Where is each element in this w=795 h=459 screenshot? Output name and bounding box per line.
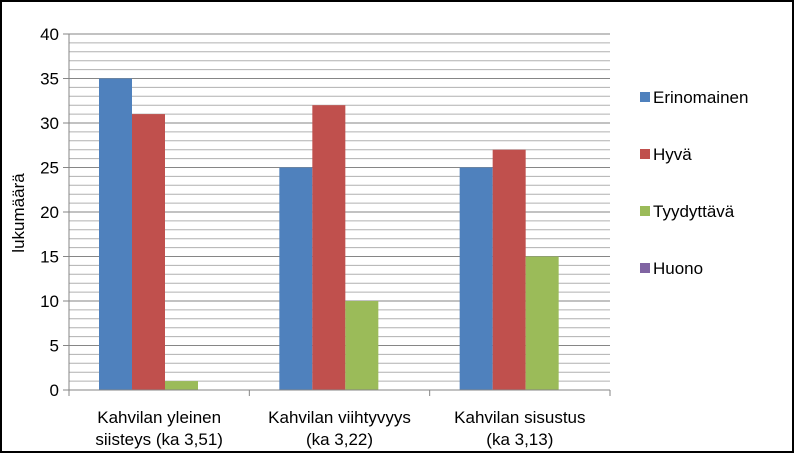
legend-swatch <box>640 263 650 273</box>
y-tick-label: 40 <box>40 25 59 44</box>
legend: Erinomainen Hyvä Tyydyttävä Huono <box>640 88 748 278</box>
y-tick-label: 30 <box>40 114 59 133</box>
bar <box>99 78 132 390</box>
bar <box>492 149 526 390</box>
bar <box>132 114 165 390</box>
y-tick-label: 10 <box>40 292 59 311</box>
bar <box>345 301 379 390</box>
bar <box>525 256 559 390</box>
y-tick-label: 25 <box>40 159 59 178</box>
y-tick-label: 35 <box>40 70 59 89</box>
x-tick-label: Kahvilan yleinen siisteys (ka 3,51) <box>95 408 223 449</box>
y-tick-label: 15 <box>40 248 59 267</box>
axes <box>63 33 611 396</box>
x-tick-labels: Kahvilan yleinen siisteys (ka 3,51) Kahvil… <box>95 408 585 449</box>
bar <box>312 105 346 390</box>
legend-label: Tyydyttävä <box>653 202 735 221</box>
legend-label: Hyvä <box>653 145 692 164</box>
bar <box>279 167 313 390</box>
x-tick-label: Kahvilan sisustus (ka 3,13) <box>454 408 585 449</box>
bar <box>459 167 493 390</box>
legend-label: Erinomainen <box>653 88 748 107</box>
legend-swatch <box>640 92 650 102</box>
y-tick-label: 5 <box>50 337 59 356</box>
x-tick-label: Kahvilan viihtyvyys (ka 3,22) <box>268 408 411 449</box>
y-tick-label: 20 <box>40 203 59 222</box>
bars <box>99 78 559 390</box>
legend-swatch <box>640 206 650 216</box>
legend-label: Huono <box>653 259 703 278</box>
legend-swatch <box>640 149 650 159</box>
y-axis-label: lukumäärä <box>9 173 28 253</box>
y-tick-label: 0 <box>50 381 59 400</box>
y-tick-labels: 0 5 10 15 20 25 30 35 40 <box>40 25 59 400</box>
bar <box>165 381 198 390</box>
